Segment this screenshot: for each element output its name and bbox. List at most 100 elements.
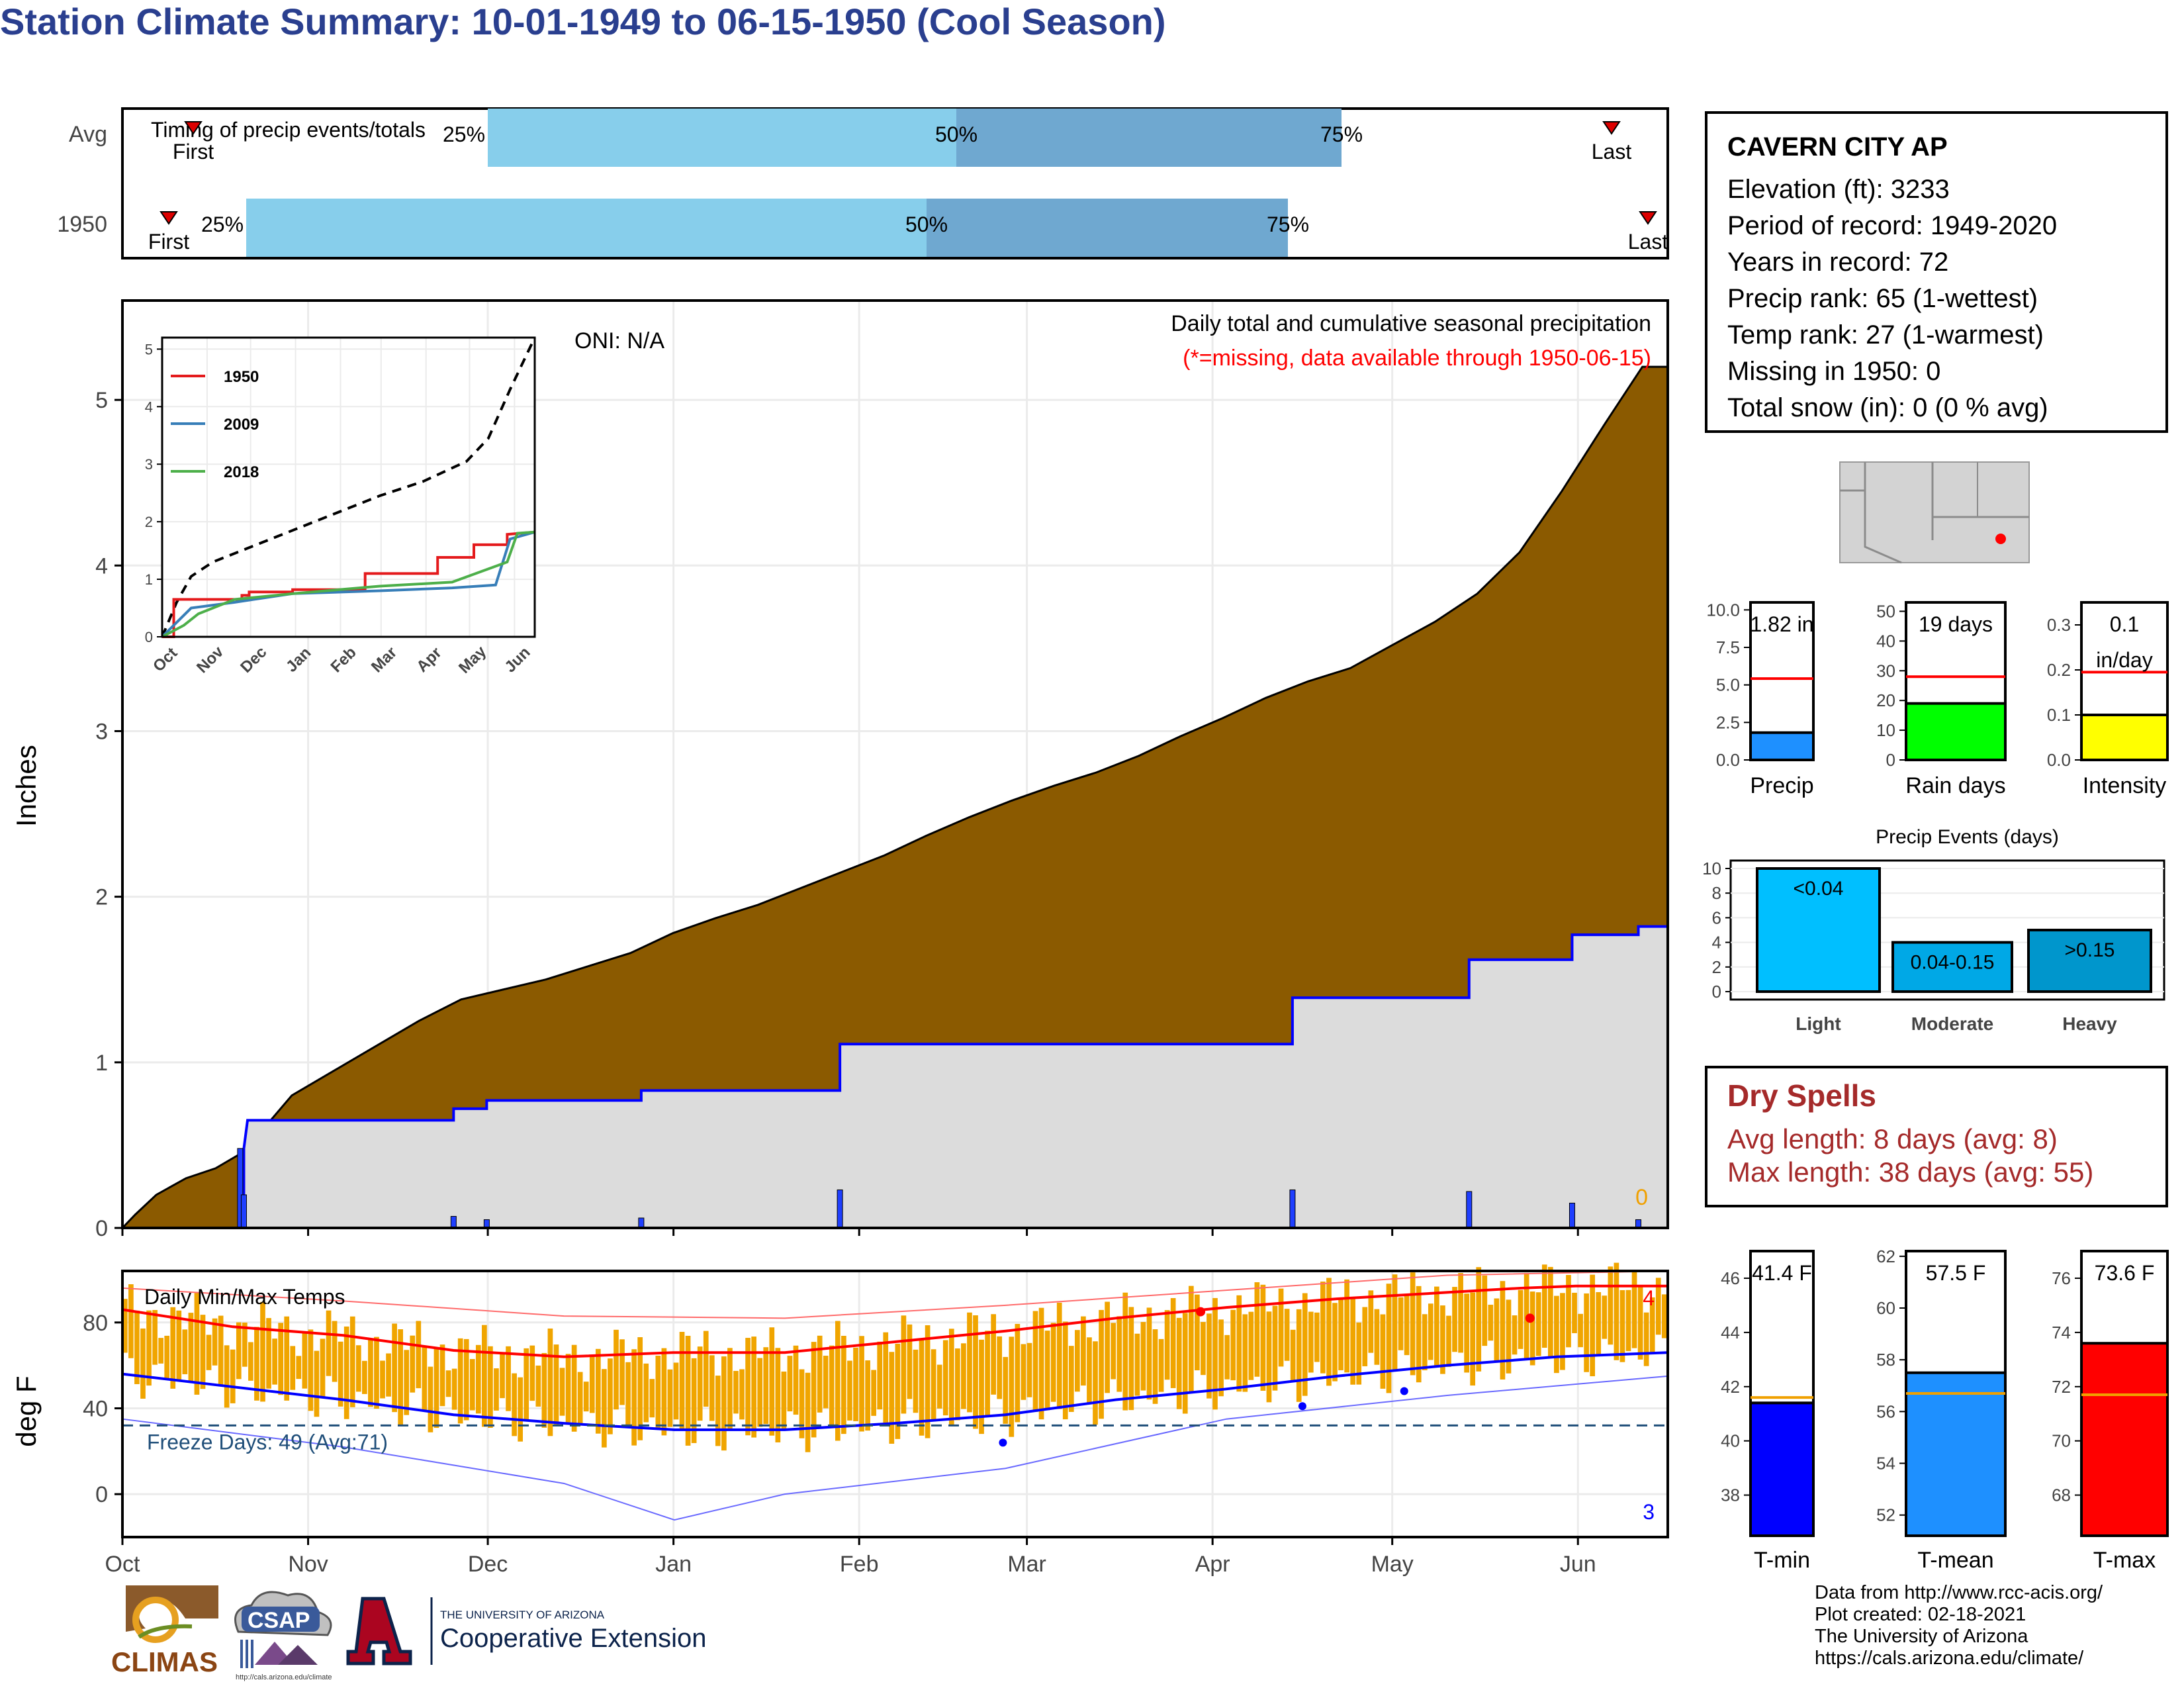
- temp-daily-bar: [1272, 1305, 1278, 1391]
- station-snow: Total snow (in): 0 (0 % avg): [1727, 393, 2048, 422]
- temp-daily-bar: [386, 1353, 391, 1397]
- summary-ytick-label: 10.0: [1706, 600, 1740, 620]
- temp-daily-bar: [494, 1368, 499, 1411]
- temp-daily-bar: [290, 1346, 296, 1390]
- events-ytick-label: 10: [1702, 859, 1721, 878]
- station-precip-rank: Precip rank: 65 (1-wettest): [1727, 284, 2038, 313]
- logos: CLIMAS CSAP http://cals.arizona.edu/clim…: [111, 1585, 706, 1681]
- summary-ytick-label: 5.0: [1716, 675, 1740, 695]
- temp-daily-bar: [218, 1315, 224, 1386]
- temp-daily-bar: [913, 1349, 919, 1413]
- temp-daily-bar: [1518, 1289, 1524, 1349]
- temp-daily-bar: [985, 1331, 990, 1416]
- csap-text: CSAP: [248, 1608, 310, 1633]
- precip-avg-cumulative-area: [120, 365, 1669, 1229]
- events-ytick-label: 2: [1712, 957, 1721, 977]
- temp-daily-bar: [343, 1326, 349, 1419]
- summary-value-T-min: 41.4 F: [1752, 1261, 1812, 1285]
- precip-daily-bar: [1569, 1202, 1575, 1229]
- temp-daily-bar: [805, 1372, 811, 1452]
- timing-label-q25: 25%: [443, 122, 485, 146]
- summary-ytick-label: 10: [1876, 720, 1895, 740]
- temp-daily-bar: [128, 1284, 134, 1358]
- temp-daily-bar: [1422, 1314, 1428, 1371]
- station-name: CAVERN CITY AP: [1727, 132, 1948, 162]
- temp-daily-bar: [518, 1377, 523, 1442]
- summary-bar-T-min: [1749, 1401, 1815, 1538]
- temp-daily-bar: [248, 1342, 253, 1381]
- temp-daily-bar: [847, 1360, 852, 1421]
- credit-url: https://cals.arizona.edu/climate/: [1815, 1648, 2084, 1669]
- timing-label-q50: 50%: [935, 122, 978, 146]
- inset-legend-label: 2009: [224, 416, 259, 434]
- summary-label-T-mean: T-mean: [1917, 1548, 1993, 1573]
- temp-daily-bar: [991, 1314, 996, 1395]
- temp-daily-bar: [889, 1352, 895, 1444]
- temp-daily-bar: [1170, 1297, 1176, 1388]
- temp-daily-bar: [1314, 1312, 1320, 1362]
- summary-ytick-label: 74: [2052, 1323, 2071, 1342]
- temp-daily-bar: [781, 1371, 787, 1430]
- precip-frame: [121, 299, 1669, 1229]
- precip-ytick-label: 3: [95, 719, 108, 744]
- temp-daily-bar: [1201, 1322, 1206, 1376]
- temp-daily-bar: [643, 1363, 649, 1423]
- temp-daily-bar: [1643, 1312, 1649, 1366]
- temp-daily-bar: [1032, 1311, 1038, 1412]
- temp-daily-bar: [302, 1331, 308, 1389]
- temp-daily-bar: [1602, 1295, 1608, 1339]
- summary-ytick-label: 0: [1886, 750, 1895, 770]
- temp-daily-bar: [1195, 1294, 1200, 1371]
- summary-ytick-label: 7.5: [1716, 637, 1740, 657]
- summary-ytick-label: 62: [1876, 1246, 1895, 1266]
- temp-daily-bar: [602, 1369, 607, 1448]
- temp-daily-bar: [1494, 1298, 1500, 1362]
- temp-daily-bar: [1308, 1311, 1314, 1373]
- temp-daily-bar: [619, 1339, 625, 1405]
- temp-daily-bar: [1044, 1331, 1050, 1411]
- temp-daily-bar: [625, 1362, 631, 1427]
- dry-spells-avg: Avg length: 8 days (avg: 8): [1727, 1123, 2058, 1154]
- temp-daily-bar: [1614, 1262, 1619, 1360]
- events-title: Precip Events (days): [1876, 826, 2059, 848]
- temp-daily-bar: [1398, 1297, 1404, 1350]
- summary-label-T-min: T-min: [1754, 1548, 1810, 1573]
- temp-daily-bar: [506, 1346, 511, 1411]
- summary-ytick-label: 72: [2052, 1377, 2071, 1397]
- summary-ytick-label: 0.2: [2047, 660, 2071, 680]
- temp-daily-bar: [272, 1338, 277, 1385]
- temp-daily-bar: [1224, 1335, 1230, 1380]
- month-label-Apr: Apr: [1195, 1552, 1230, 1577]
- temp-daily-bar: [901, 1315, 907, 1414]
- summary-ytick-label: 0.0: [1716, 750, 1740, 770]
- temp-daily-bar: [1218, 1319, 1224, 1397]
- temp-chart: Freeze Days: 49 (Avg:71) Daily Min/Max Te…: [83, 1262, 1669, 1577]
- temp-daily-bar: [823, 1356, 829, 1409]
- station-location-dot: [1995, 534, 2006, 544]
- temp-daily-bar: [1093, 1341, 1098, 1425]
- temp-daily-bar: [715, 1376, 721, 1446]
- inset-legend-label: 2018: [224, 463, 259, 481]
- timing-bar-q25-q50: [246, 199, 927, 257]
- temp-daily-bar: [314, 1350, 320, 1417]
- temp-daily-bar: [1392, 1274, 1398, 1372]
- temp-daily-bar: [1105, 1301, 1110, 1393]
- inset-ytick-label: 3: [145, 456, 153, 473]
- dry-spells-box: Dry Spells Avg length: 8 days (avg: 8) M…: [1705, 1066, 2168, 1207]
- temp-daily-bar: [925, 1325, 931, 1438]
- temp-daily-bar: [457, 1338, 463, 1424]
- temp-daily-bar: [895, 1343, 901, 1439]
- temp-daily-bar: [410, 1335, 416, 1393]
- summary-ytick-label: 68: [2052, 1485, 2071, 1505]
- temp-daily-bar: [206, 1335, 212, 1370]
- events-bar-Light: [1756, 867, 1881, 993]
- ua-big-text: Cooperative Extension: [440, 1624, 706, 1653]
- month-label-Oct: Oct: [105, 1552, 140, 1577]
- temp-daily-bar: [787, 1356, 793, 1412]
- inset-border: [161, 336, 536, 638]
- temp-daily-bar: [326, 1310, 332, 1376]
- temp-daily-bar: [320, 1338, 326, 1397]
- events-bar-label: <0.04: [1794, 878, 1844, 900]
- temp-daily-bar: [1590, 1274, 1596, 1377]
- inset-ytick-label: 1: [145, 571, 153, 588]
